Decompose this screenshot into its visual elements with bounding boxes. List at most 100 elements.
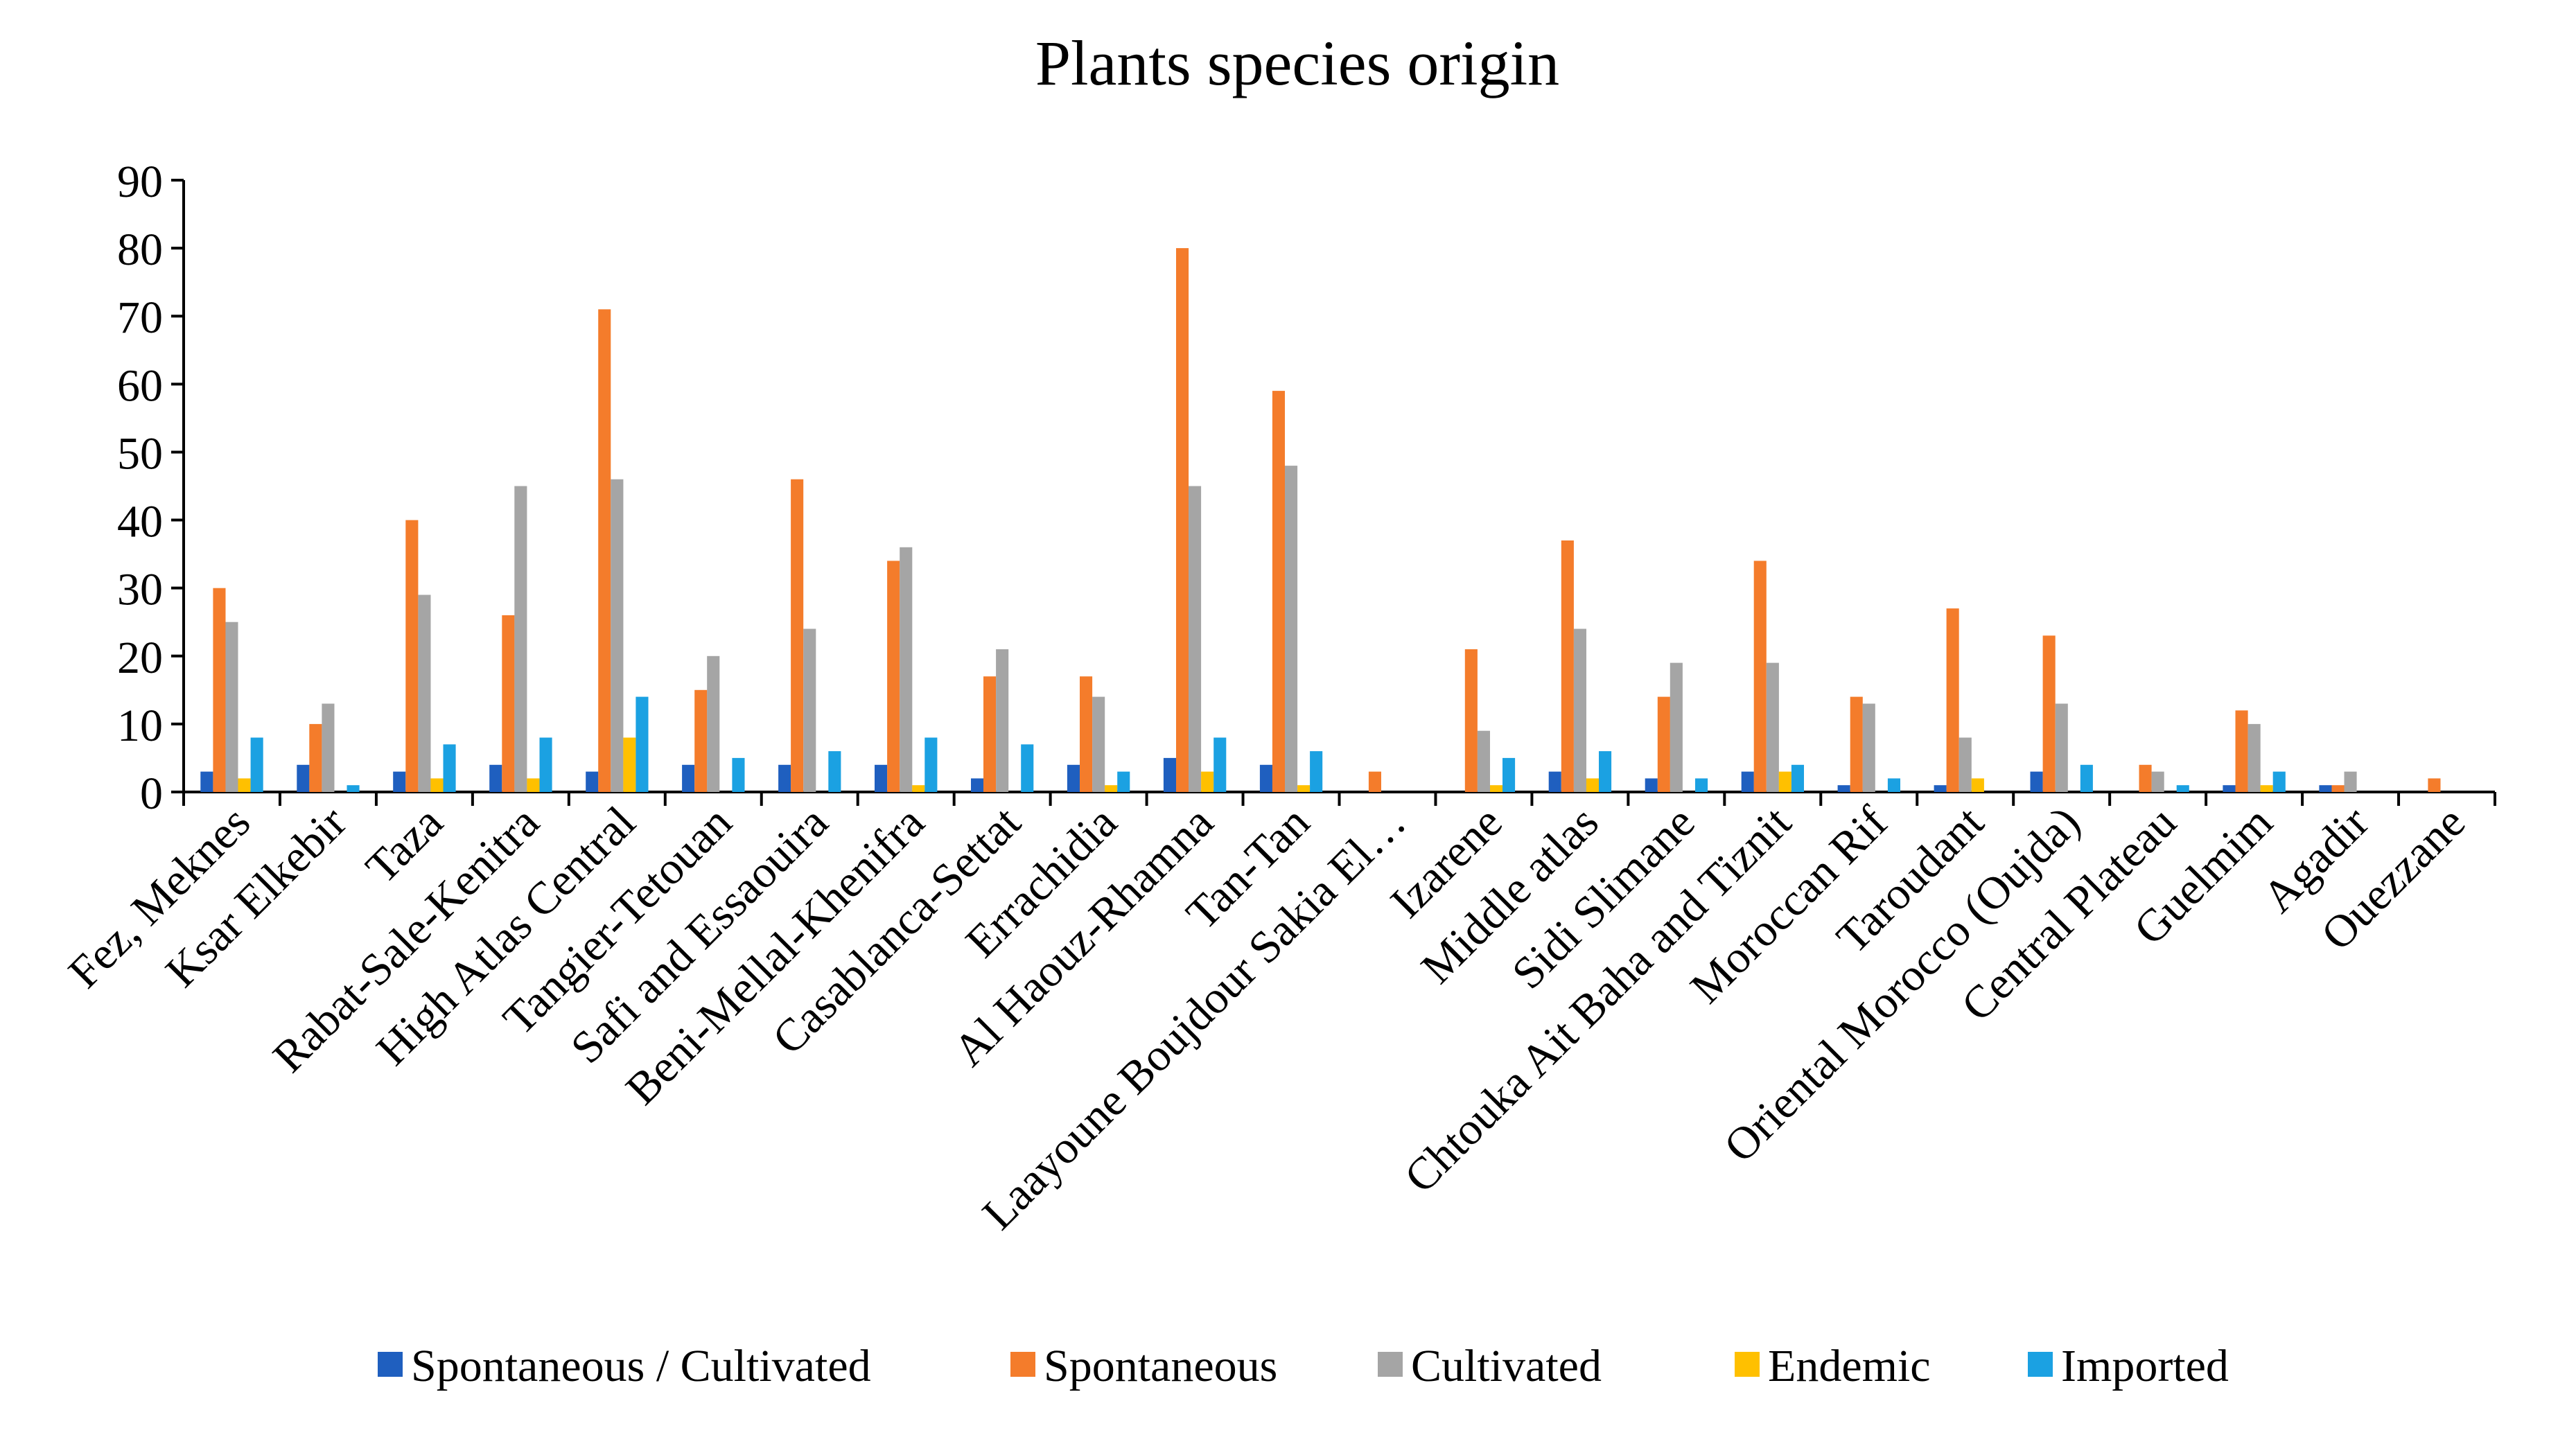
bar-endemic-guelmim [2260, 785, 2273, 792]
bar-spontaneous-cultivated-tangier-tetouan [682, 764, 695, 792]
bar-endemic-beni-mellal-khenifra [912, 785, 925, 792]
legend: Spontaneous / Cultivated Spontaneous Culti… [378, 1341, 2229, 1391]
bar-spontaneous-cultivated-guelmim [2223, 785, 2236, 792]
bar-imported-guelmim [2272, 771, 2286, 792]
bar-endemic-izarene [1490, 785, 1503, 792]
legend-swatch [1010, 1352, 1035, 1377]
bar-endemic-rabat-sale-kenitra [527, 778, 540, 792]
y-tick-label: 40 [117, 497, 163, 547]
y-tick-label: 20 [117, 633, 163, 683]
bar-cultivated-beni-mellal-khenifra [900, 547, 913, 792]
bar-cultivated-safi-and-essaouira [803, 628, 816, 792]
bar-spontaneous-cultivated-rabat-sale-kenitra [489, 764, 502, 792]
legend-label: Cultivated [1411, 1341, 1602, 1391]
legend-swatch [1735, 1352, 1760, 1377]
legend-item-spontaneous: Spontaneous [1010, 1341, 1277, 1391]
bar-imported-central-plateau [2176, 785, 2189, 792]
y-tick-label: 80 [117, 224, 163, 275]
bar-spontaneous-ouezzane [2428, 778, 2441, 792]
bar-spontaneous-cultivated-fez-meknes [200, 771, 213, 792]
legend-label: Spontaneous [1044, 1341, 1277, 1391]
bar-endemic-taza [430, 778, 444, 792]
y-axis: 0 10 20 30 40 50 60 70 80 90 [117, 157, 185, 819]
bar-endemic-taroudant [1971, 778, 1984, 792]
bar-cultivated-fez-meknes [225, 622, 238, 792]
bar-cultivated-high-atlas-central [611, 479, 624, 792]
bar-cultivated-guelmim [2248, 723, 2261, 792]
bar-imported-errachidia [1117, 771, 1130, 792]
bar-spontaneous-cultivated-oriental-morocco-oujda [2030, 771, 2043, 792]
bar-endemic-tan-tan [1297, 785, 1311, 792]
bar-spontaneous-izarene [1464, 649, 1478, 792]
bar-imported-chtouka-ait-baha-and-tiznit [1791, 764, 1804, 792]
bar-endemic-middle-atlas [1586, 778, 1599, 792]
y-tick-label: 60 [117, 360, 163, 411]
bar-series-group [200, 248, 2441, 793]
bar-imported-tan-tan [1310, 751, 1323, 792]
bar-cultivated-tan-tan [1285, 466, 1298, 792]
bar-imported-fez-meknes [250, 737, 263, 792]
bar-imported-middle-atlas [1599, 751, 1612, 792]
legend-label: Imported [2061, 1341, 2229, 1391]
bar-cultivated-central-plateau [2151, 771, 2164, 792]
bar-imported-beni-mellal-khenifra [925, 737, 938, 792]
bar-spontaneous-cultivated-chtouka-ait-baha-and-tiznit [1741, 771, 1754, 792]
bar-spontaneous-agadir [2331, 785, 2345, 792]
bar-cultivated-ksar-elkebir [322, 703, 335, 792]
bar-spontaneous-errachidia [1080, 676, 1093, 792]
bar-spontaneous-taza [405, 520, 419, 792]
bar-endemic-fez-meknes [238, 778, 251, 792]
bar-cultivated-casablanca-settat [996, 649, 1009, 792]
bar-spontaneous-moroccan-rif [1850, 696, 1863, 792]
bar-imported-taza [443, 744, 456, 792]
bar-imported-al-haouz-rhamna [1213, 737, 1227, 792]
bar-imported-sidi-slimane [1695, 778, 1708, 792]
bar-spontaneous-beni-mellal-khenifra [887, 561, 900, 792]
bar-spontaneous-ksar-elkebir [309, 723, 322, 792]
bar-spontaneous-high-atlas-central [598, 309, 611, 792]
bar-spontaneous-cultivated-safi-and-essaouira [778, 764, 791, 792]
bar-cultivated-al-haouz-rhamna [1189, 486, 1202, 792]
bar-imported-tangier-tetouan [732, 757, 745, 792]
bar-spontaneous-laayoune-boujdour-sakia-el [1368, 771, 1381, 792]
bar-spontaneous-middle-atlas [1561, 540, 1574, 792]
bar-imported-ksar-elkebir [347, 785, 360, 792]
legend-swatch [378, 1352, 403, 1377]
bar-imported-oriental-morocco-oujda [2080, 764, 2093, 792]
bar-spontaneous-cultivated-agadir [2319, 785, 2332, 792]
bar-cultivated-rabat-sale-kenitra [514, 486, 527, 792]
bar-cultivated-middle-atlas [1573, 628, 1586, 792]
y-tick-label: 10 [117, 701, 163, 751]
bar-spontaneous-rabat-sale-kenitra [502, 615, 515, 792]
y-tick-label: 70 [117, 292, 163, 343]
bar-spontaneous-central-plateau [2139, 764, 2152, 792]
series-spontaneous-cultivated [200, 757, 2332, 792]
bar-cultivated-errachidia [1092, 696, 1105, 792]
bar-spontaneous-oriental-morocco-oujda [2042, 635, 2056, 792]
bar-spontaneous-tan-tan [1272, 391, 1285, 792]
bar-spontaneous-guelmim [2235, 710, 2248, 792]
bar-spontaneous-al-haouz-rhamna [1176, 248, 1189, 793]
legend-label: Endemic [1768, 1341, 1931, 1391]
bar-spontaneous-cultivated-taza [393, 771, 406, 792]
chart-title: Plants species origin [1035, 28, 1559, 98]
legend-item-imported: Imported [2028, 1341, 2229, 1391]
bar-endemic-high-atlas-central [623, 737, 636, 792]
bar-cultivated-moroccan-rif [1862, 703, 1875, 792]
bar-spontaneous-safi-and-essaouira [791, 479, 804, 792]
legend-item-cultivated: Cultivated [1378, 1341, 1602, 1391]
bar-spontaneous-casablanca-settat [983, 676, 997, 792]
bar-spontaneous-cultivated-ksar-elkebir [297, 764, 310, 792]
bar-spontaneous-sidi-slimane [1657, 696, 1670, 792]
bar-spontaneous-fez-meknes [213, 588, 226, 792]
legend-swatch [2028, 1352, 2053, 1377]
bar-cultivated-sidi-slimane [1670, 662, 1683, 792]
bar-cultivated-chtouka-ait-baha-and-tiznit [1766, 662, 1779, 792]
bar-spontaneous-cultivated-errachidia [1067, 764, 1080, 792]
bar-spontaneous-cultivated-middle-atlas [1548, 771, 1561, 792]
bar-imported-moroccan-rif [1887, 778, 1900, 792]
bar-cultivated-taroudant [1959, 737, 1972, 792]
bar-spontaneous-cultivated-taroudant [1934, 785, 1947, 792]
